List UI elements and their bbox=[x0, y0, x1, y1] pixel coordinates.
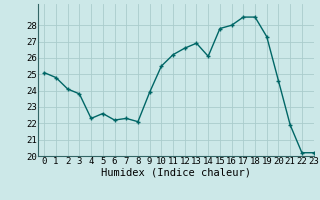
X-axis label: Humidex (Indice chaleur): Humidex (Indice chaleur) bbox=[101, 168, 251, 178]
